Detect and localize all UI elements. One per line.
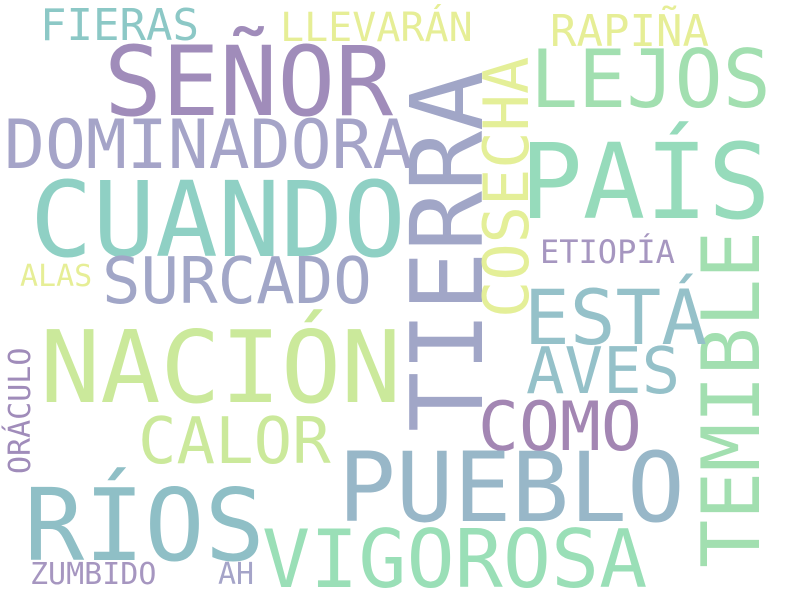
word-aves: AVES [526, 335, 681, 409]
word-calor: CALOR [138, 405, 331, 479]
word-llevaran: LLEVARÁN [280, 5, 473, 51]
word-esta: ESTÁ [524, 273, 708, 362]
word-surcado: SURCADO [102, 245, 372, 319]
word-pueblo: PUEBLO [338, 432, 685, 544]
word-oraculo: ORÁCULO [3, 347, 38, 474]
word-ah: AH [218, 557, 255, 592]
word-pais: PAÍS [520, 121, 771, 243]
word-rapina: RAPIÑA [550, 6, 709, 57]
word-senor: SEÑOR [104, 26, 393, 138]
word-como: COMO [478, 388, 642, 467]
word-lejos: LEJOS [530, 33, 771, 126]
word-cuando: CUANDO [30, 159, 406, 281]
word-etiopia: ETIOPÍA [540, 233, 675, 271]
word-dominadora: DOMINADORA [4, 106, 414, 185]
word-rios: RÍOS [24, 467, 265, 584]
word-fieras: FIERAS [40, 0, 199, 51]
word-zumbido: ZUMBIDO [30, 557, 157, 592]
word-nacion: NACIÓN [40, 309, 402, 426]
word-alas: ALAS [20, 259, 93, 294]
word-vigorosa: VIGOROSA [262, 513, 648, 600]
